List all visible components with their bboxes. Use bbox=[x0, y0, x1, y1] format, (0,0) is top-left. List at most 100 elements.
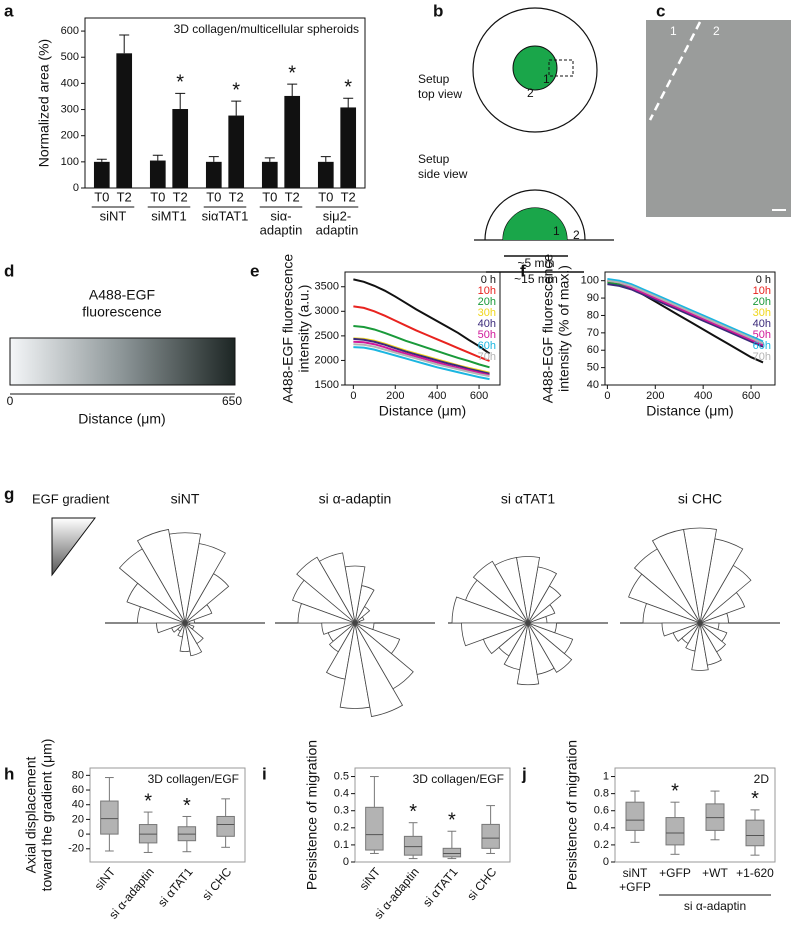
y-axis-label: Axial displacement bbox=[23, 757, 39, 874]
annotation: 3D collagen/multicellular spheroids bbox=[174, 22, 359, 36]
rose-wedge bbox=[354, 622, 375, 631]
y-tick-label: 0 bbox=[603, 856, 609, 868]
rose-wedge bbox=[699, 622, 728, 642]
y-tick-label: 60 bbox=[587, 344, 599, 356]
y-tick-label: 80 bbox=[72, 769, 84, 781]
y-tick-label: 200 bbox=[61, 130, 79, 142]
y-tick-label: 0 bbox=[343, 856, 349, 868]
rose-wedge bbox=[628, 573, 701, 624]
x-tick-label: +GFP bbox=[659, 866, 691, 880]
box bbox=[216, 815, 235, 837]
box bbox=[745, 819, 765, 847]
legend-entry: 70h bbox=[753, 351, 771, 363]
spheroid-side bbox=[503, 208, 567, 240]
rose-title: si α-adaptin bbox=[319, 491, 392, 507]
line bbox=[607, 277, 764, 343]
y-tick-label: 0 bbox=[78, 828, 84, 840]
legend-entry: 20h bbox=[753, 296, 771, 308]
bar bbox=[340, 107, 357, 188]
error-bar bbox=[320, 156, 331, 162]
rose-wedge bbox=[184, 622, 203, 657]
rose-wedge bbox=[184, 622, 191, 626]
y-tick-label: 0 bbox=[73, 182, 79, 194]
error-bar bbox=[343, 97, 354, 108]
error-bar bbox=[96, 158, 107, 162]
rose-wedge bbox=[137, 606, 186, 624]
label: 2 bbox=[713, 24, 720, 38]
group-label: siμ2- bbox=[323, 208, 351, 223]
box bbox=[665, 817, 685, 846]
rose-wedge bbox=[184, 622, 195, 630]
x-tick-label: +GFP bbox=[619, 880, 651, 894]
error-bar bbox=[175, 92, 186, 110]
y-tick-label: 100 bbox=[581, 275, 599, 287]
micrograph bbox=[646, 20, 791, 217]
dimension-arrows bbox=[486, 255, 584, 273]
error-bar bbox=[119, 34, 130, 54]
group-label: si α-adaptin bbox=[684, 899, 746, 913]
plot-frame bbox=[354, 767, 511, 863]
y-tick-label: 1 bbox=[603, 770, 609, 782]
x-tick-label: 0 bbox=[604, 390, 610, 402]
y-tick-label: 0.5 bbox=[334, 770, 349, 782]
box bbox=[365, 806, 384, 851]
panel-label: a bbox=[4, 1, 14, 20]
legend-entry: 60h bbox=[753, 340, 771, 352]
y-axis-label: A488-EGF fluorescence bbox=[540, 254, 556, 404]
error-bar bbox=[287, 83, 298, 96]
gradient-triangle bbox=[51, 517, 97, 577]
box bbox=[442, 847, 462, 858]
x-tick-label: T0 bbox=[318, 189, 333, 204]
group-label: adaptin bbox=[316, 222, 359, 237]
bar bbox=[172, 109, 189, 188]
significance: * bbox=[671, 780, 679, 802]
label: top view bbox=[418, 87, 462, 101]
group-label: siNT bbox=[100, 208, 127, 223]
line bbox=[353, 340, 490, 377]
gradient bbox=[9, 337, 236, 386]
line bbox=[607, 279, 764, 346]
panel-label: i bbox=[262, 764, 267, 783]
bar bbox=[284, 95, 301, 188]
label: ~15 mm bbox=[514, 272, 558, 286]
panel-label: b bbox=[433, 1, 443, 20]
annotation: 3D collagen/EGF bbox=[148, 772, 239, 786]
rose-title: si αTAT1 bbox=[501, 491, 555, 507]
y-tick-label: 50 bbox=[587, 362, 599, 374]
label: Setup bbox=[418, 72, 450, 86]
legend-entry: 50h bbox=[478, 329, 496, 341]
error-bar bbox=[152, 154, 163, 161]
label: 1 bbox=[543, 72, 550, 86]
rose-wedge bbox=[527, 622, 574, 655]
panel-label: h bbox=[4, 764, 14, 783]
y-tick-label: 0.4 bbox=[594, 822, 609, 834]
x-tick-label: siNT bbox=[357, 864, 384, 892]
line bbox=[353, 346, 490, 381]
line bbox=[353, 305, 490, 362]
y-tick-label: 0.6 bbox=[594, 805, 609, 817]
error-bar bbox=[231, 100, 242, 116]
rose-wedge bbox=[642, 602, 701, 624]
y-tick-label: 70 bbox=[587, 327, 599, 339]
legend-entry: 30h bbox=[478, 307, 496, 319]
plot-frame bbox=[89, 767, 246, 863]
legend-entry: 40h bbox=[478, 318, 496, 330]
x-tick-label: T0 bbox=[94, 189, 109, 204]
rose-wedge bbox=[296, 556, 356, 624]
label: 0 bbox=[7, 394, 14, 408]
rose-wedge bbox=[516, 622, 540, 686]
y-tick-label: 2500 bbox=[315, 330, 339, 342]
rose-wedge bbox=[633, 548, 701, 624]
bar bbox=[317, 161, 334, 188]
rose-wedge bbox=[672, 622, 701, 642]
x-tick-label: 600 bbox=[470, 390, 488, 402]
legend-entry: 50h bbox=[753, 329, 771, 341]
legend-entry: 60h bbox=[478, 340, 496, 352]
bar bbox=[116, 53, 133, 188]
label: 1 bbox=[553, 224, 560, 238]
significance: * bbox=[448, 810, 456, 832]
label: 650 bbox=[222, 394, 242, 408]
panel-label: g bbox=[4, 484, 14, 503]
x-tick-label: T2 bbox=[173, 189, 188, 204]
